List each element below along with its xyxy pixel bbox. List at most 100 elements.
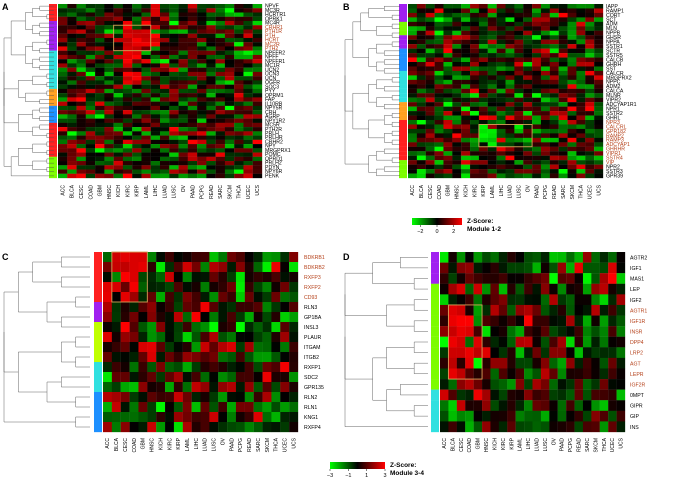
heatmap-cell — [473, 273, 483, 284]
heatmap-cell — [599, 294, 609, 306]
heatmap-cell — [505, 26, 515, 31]
heatmap-cell — [85, 12, 96, 17]
row-group-strip — [94, 302, 102, 313]
heatmap-cell — [470, 44, 480, 49]
dendrogram-branch — [39, 124, 54, 130]
heatmap-cell — [76, 50, 86, 56]
legend-module-1-2: −2 0 2Z-Score:Module 1-2 — [412, 218, 501, 235]
heatmap-cell — [113, 148, 124, 153]
heatmap-cell — [461, 115, 471, 121]
dendrogram-branch — [384, 6, 400, 11]
heatmap-cell — [582, 389, 592, 401]
heatmap-cell — [178, 37, 188, 43]
heatmap-cell — [156, 352, 166, 363]
heatmap-cell — [120, 362, 130, 373]
column-label: LIHC — [194, 438, 200, 450]
heatmap-cell — [67, 33, 77, 39]
heatmap-cell — [496, 8, 506, 14]
heatmap-cell — [234, 33, 244, 39]
column-label: PAAD — [229, 438, 235, 452]
heatmap-cell — [120, 252, 130, 263]
row-group-strip — [94, 422, 102, 433]
heatmap-cell — [252, 25, 263, 30]
heatmap-cell — [487, 79, 497, 85]
heatmap-cell — [478, 4, 488, 9]
heatmap-cell — [452, 88, 462, 94]
heatmap-cell — [585, 84, 595, 89]
heatmap-cell — [234, 16, 244, 22]
heatmap-cell — [206, 12, 216, 17]
column-label: PAAD — [190, 185, 196, 199]
heatmap-cell — [218, 282, 228, 293]
heatmap-cell — [138, 302, 148, 313]
heatmap-cell — [120, 272, 130, 283]
heatmap-cell — [122, 33, 133, 39]
heatmap-cell — [122, 84, 133, 90]
dendrogram-branch — [344, 272, 387, 316]
heatmap-cell — [567, 48, 577, 54]
heatmap-cell — [215, 8, 226, 13]
heatmap-cell — [532, 53, 542, 58]
heatmap-cell — [440, 273, 449, 284]
heatmap-cell — [599, 368, 609, 380]
heatmap-cell — [540, 84, 550, 89]
heatmap-cell — [540, 336, 550, 348]
heatmap-cell — [540, 357, 550, 369]
heatmap-cell — [567, 62, 577, 67]
column-label: CESC — [428, 185, 434, 199]
heatmap-cell — [523, 124, 533, 130]
heatmap-cell — [197, 152, 207, 157]
heatmap-cell — [478, 62, 488, 67]
heatmap-cell — [576, 70, 586, 76]
row-label: PRLHR — [265, 135, 283, 141]
row-label: FAP — [265, 97, 275, 103]
heatmap-cell — [244, 392, 254, 403]
heatmap-cell — [243, 88, 253, 94]
heatmap-cell — [169, 54, 179, 60]
heatmap-cell — [197, 33, 207, 39]
heatmap-cell — [434, 57, 444, 63]
column-label: KIRP — [509, 437, 515, 449]
heatmap-cell — [514, 62, 524, 67]
heatmap-cell — [252, 161, 263, 166]
heatmap-cell — [576, 39, 586, 45]
heatmap-cell — [138, 332, 148, 343]
heatmap-cell — [113, 131, 124, 136]
heatmap-cell — [566, 262, 575, 274]
dendrogram-branch — [61, 276, 90, 288]
heatmap-cell — [608, 357, 617, 369]
heatmap-cell — [243, 144, 253, 149]
heatmap-cell — [470, 142, 480, 147]
heatmap-cell — [95, 29, 105, 34]
heatmap-cell — [120, 302, 130, 313]
heatmap-cell — [465, 315, 474, 327]
heatmap-cell — [197, 50, 207, 56]
heatmap-cell — [85, 122, 96, 128]
heatmap-cell — [540, 70, 550, 76]
heatmap-cell — [95, 122, 105, 128]
heatmap-cell — [487, 53, 497, 58]
heatmap-cell — [138, 402, 148, 413]
heatmap-cell — [224, 97, 235, 102]
heatmap-cell — [262, 402, 272, 413]
heatmap-cell — [280, 402, 290, 413]
heatmap-cell — [496, 88, 506, 94]
heatmap-cell — [443, 79, 453, 85]
heatmap-cell — [498, 410, 508, 422]
heatmap-cell — [585, 12, 595, 18]
heatmap-cell — [224, 135, 235, 140]
heatmap-cell — [58, 29, 68, 34]
heatmap-cell — [169, 59, 179, 64]
heatmap-cell — [461, 93, 471, 98]
heatmap-cell — [187, 88, 198, 94]
heatmap-cell — [209, 282, 219, 293]
heatmap-cell — [280, 362, 290, 373]
heatmap-cell — [95, 33, 105, 39]
heatmap-cell — [505, 160, 515, 165]
heatmap-cell — [120, 322, 130, 333]
heatmap-cell — [452, 62, 462, 67]
heatmap-cell — [490, 294, 500, 306]
heatmap-cell — [515, 273, 525, 284]
heatmap-cell — [169, 25, 179, 30]
heatmap-cell — [103, 412, 113, 423]
